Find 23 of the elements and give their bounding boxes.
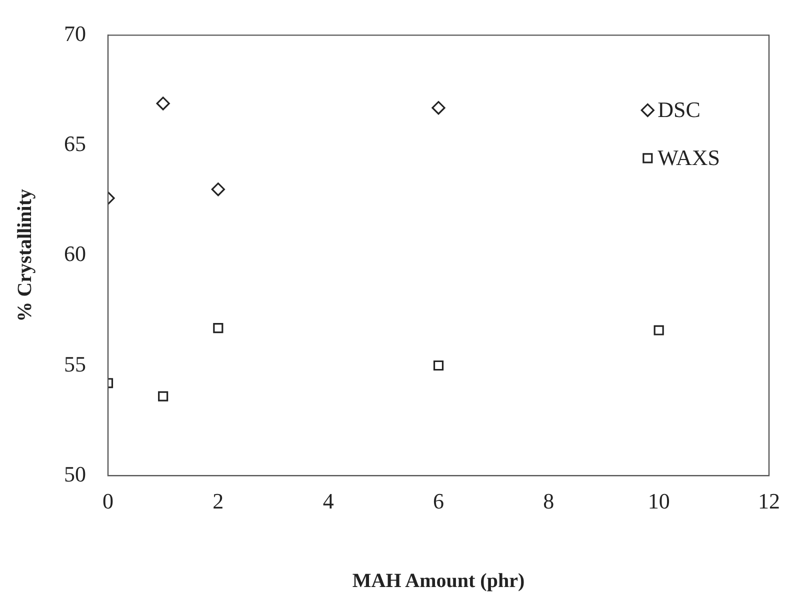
point: [213, 323, 224, 334]
y-tick-label: 60: [64, 241, 86, 266]
x-tick-label: 12: [758, 488, 780, 514]
x-tick-label: 10: [648, 488, 670, 514]
y-axis-title: % Crystallinity: [14, 189, 36, 322]
point: [211, 182, 225, 196]
x-axis-title: MAH Amount (phr): [352, 570, 525, 592]
point: [158, 391, 168, 402]
legend-label: DSC: [658, 96, 700, 122]
point: [156, 96, 170, 110]
y-tick-label: 50: [64, 461, 86, 486]
x-tick-label: 0: [102, 488, 114, 514]
x-tick-label: 8: [543, 488, 554, 514]
legend-label: WAXS: [658, 144, 720, 170]
point: [433, 360, 444, 371]
x-tick-label: 2: [212, 488, 224, 514]
x-tick-label: 6: [433, 488, 444, 514]
y-tick-label: 55: [64, 351, 86, 376]
y-tick-label: 70: [64, 20, 86, 46]
point: [654, 325, 664, 336]
y-tick-label: 65: [64, 131, 86, 156]
point: [432, 101, 446, 115]
x-tick-label: 4: [322, 488, 334, 514]
